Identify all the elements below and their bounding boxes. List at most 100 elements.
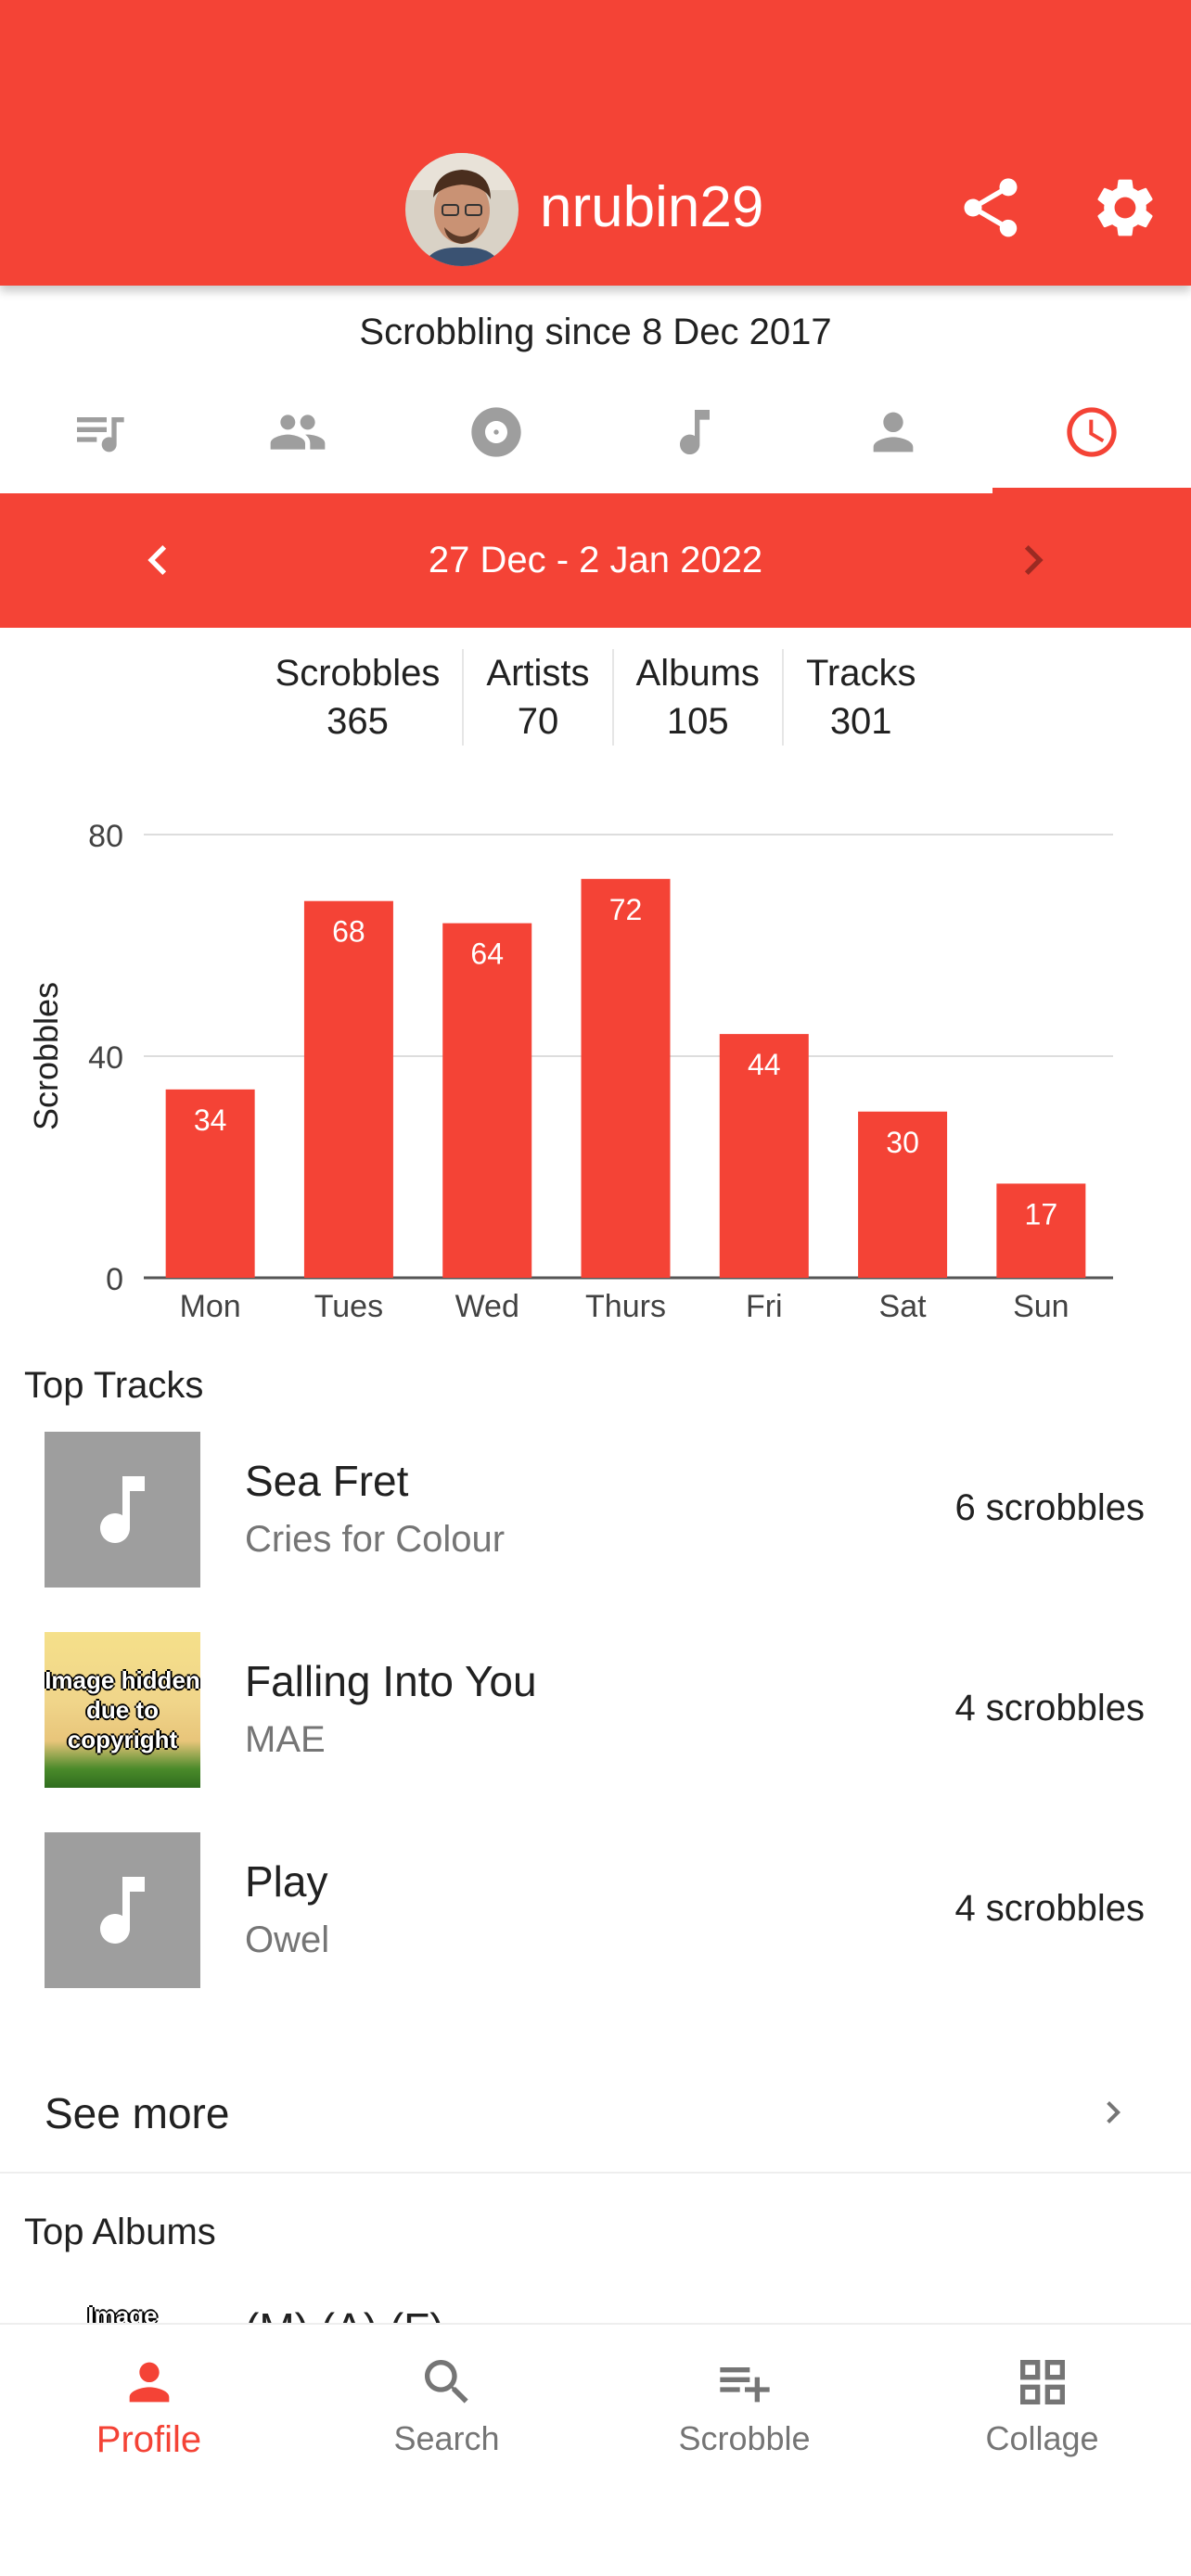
stat-label: Albums [635,653,760,694]
x-tick-label: Mon [180,1289,241,1324]
chart-bar [996,1183,1086,1278]
stat-tracks: Tracks 301 [784,649,939,746]
see-more-button[interactable]: See more [0,2053,1191,2174]
stat-artists: Artists 70 [464,649,614,746]
person-icon [873,412,914,453]
tab-history[interactable] [992,371,1191,493]
scrobbling-since: Scrobbling since 8 Dec 2017 [359,312,832,352]
chart-bar [581,878,671,1278]
nav-search[interactable]: Search [298,2325,596,2576]
stat-label: Tracks [805,653,916,694]
date-range-bar: 27 Dec - 2 Jan 2022 [0,493,1191,628]
period-stats: Scrobbles 365 Artists 70 Albums 105 Trac… [0,649,1191,746]
bar-value-label: 30 [886,1126,919,1159]
track-artist: Owel [245,1919,330,1960]
people-icon [270,414,326,450]
x-tick-label: Sun [1013,1289,1069,1324]
nav-label: Profile [96,2419,202,2460]
top-albums-title: Top Albums [24,2212,216,2252]
tab-tracks[interactable] [0,371,198,493]
see-more-label: See more [45,2089,230,2137]
clock-icon [1067,407,1117,457]
y-axis-label: Scrobbles [27,982,65,1130]
grid-icon [1019,2360,1065,2404]
x-tick-label: Thurs [585,1289,666,1324]
queue-music-icon [77,417,124,453]
profile-tabs [0,371,1191,493]
chart-bar [858,1111,948,1278]
search-icon [424,2360,468,2404]
scrobble-count: 4 scrobbles [954,1888,1145,1929]
music-note-icon [100,1476,145,1543]
stat-value: 365 [327,701,389,742]
person-icon [129,2362,169,2403]
track-thumbnail: Image hidden due to copyright [45,1632,200,1788]
tab-artists[interactable] [794,371,992,493]
nav-label: Collage [985,2419,1099,2457]
chevron-right-icon [1107,2101,1121,2123]
bar-value-label: 64 [470,937,504,971]
app-bar: nrubin29 [0,0,1191,286]
bar-value-label: 44 [748,1048,781,1081]
bar-value-label: 68 [332,915,365,949]
bottom-navigation: Profile Search Scrobble Collage [0,2323,1191,2576]
music-note-icon [100,1877,145,1944]
nav-scrobble[interactable]: Scrobble [596,2325,893,2576]
chart-bar [165,1089,255,1278]
x-tick-label: Sat [879,1289,928,1324]
y-tick-label: 40 [88,1040,123,1076]
bar-value-label: 34 [194,1103,227,1137]
scrobbles-chart: 0 40 80 Scrobbles 34 Mon 68 Tues 64 Wed 72 Thurs 44 F… [0,797,1191,1335]
nav-collage[interactable]: Collage [893,2325,1191,2576]
tab-tracks-single[interactable] [596,371,794,493]
nav-label: Scrobble [678,2419,811,2457]
y-tick-label: 0 [106,1262,123,1297]
stat-albums: Albums 105 [614,649,784,746]
tab-friends[interactable] [198,371,397,493]
date-range: 27 Dec - 2 Jan 2022 [428,540,763,580]
chevron-left-icon[interactable] [128,530,187,590]
track-thumbnail [45,1432,200,1588]
track-row[interactable]: Play Owel 4 scrobbles [0,1823,1191,2023]
bar-value-label: 72 [609,893,643,926]
track-row[interactable]: Image hidden due to copyright Falling In… [0,1623,1191,1823]
chevron-right-icon[interactable] [1004,530,1063,590]
x-tick-label: Fri [746,1289,783,1324]
track-artist: Cries for Colour [245,1519,506,1560]
username: nrubin29 [540,175,764,239]
y-tick-label: 80 [88,819,123,854]
music-note-icon [680,410,710,454]
x-tick-label: Wed [455,1289,519,1324]
share-icon[interactable] [955,172,1026,243]
bar-value-label: 17 [1025,1197,1058,1231]
bar-chart: 0 40 80 Scrobbles 34 Mon 68 Tues 64 Wed 72 Thurs 44 F… [27,819,1113,1324]
stat-value: 105 [666,701,729,742]
stat-label: Scrobbles [275,653,441,694]
chart-bar [719,1034,809,1278]
chart-bar [303,900,393,1278]
scrobble-count: 4 scrobbles [954,1688,1145,1728]
track-row[interactable]: Sea Fret Cries for Colour 6 scrobbles [0,1422,1191,1623]
track-name: Falling Into You [245,1657,537,1705]
stat-scrobbles: Scrobbles 365 [253,649,465,746]
top-tracks-title: Top Tracks [24,1365,204,1406]
stat-value: 70 [517,701,559,742]
nav-profile[interactable]: Profile [0,2325,298,2576]
thumbnail-hidden-text: Image hidden due to copyright [45,1666,200,1753]
stat-value: 301 [829,701,892,742]
nav-label: Search [393,2419,500,2457]
settings-icon[interactable] [1090,172,1160,243]
track-name: Play [245,1857,328,1906]
stat-label: Artists [486,653,590,694]
chart-bar [442,923,532,1278]
tab-albums[interactable] [397,371,596,493]
x-tick-label: Tues [314,1289,383,1324]
avatar[interactable] [405,153,519,266]
track-name: Sea Fret [245,1457,409,1505]
track-thumbnail [45,1832,200,1988]
playlist-add-icon [719,2367,770,2403]
album-row-partial[interactable]: Image (M) (A) (F) [0,2290,1191,2327]
scrobble-count: 6 scrobbles [954,1487,1145,1528]
track-artist: MAE [245,1719,326,1760]
album-icon [471,407,521,457]
